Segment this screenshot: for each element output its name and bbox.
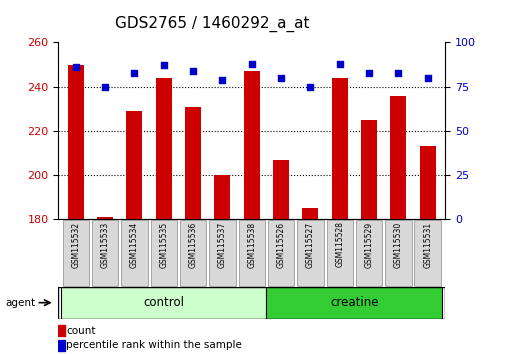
Text: GSM115530: GSM115530	[393, 222, 402, 268]
Point	[335, 61, 343, 67]
Text: GSM115534: GSM115534	[130, 222, 139, 268]
Bar	[301, 209, 318, 219]
Point	[101, 84, 109, 90]
Point	[423, 75, 431, 81]
Bar	[419, 147, 435, 219]
FancyBboxPatch shape	[150, 220, 177, 286]
Point	[218, 77, 226, 82]
Bar	[360, 120, 376, 219]
Bar	[68, 64, 84, 219]
Bar	[97, 217, 113, 219]
Bar	[389, 96, 406, 219]
Bar	[214, 175, 230, 219]
FancyBboxPatch shape	[326, 220, 352, 286]
FancyBboxPatch shape	[61, 287, 266, 319]
Text: GSM115535: GSM115535	[159, 222, 168, 268]
FancyBboxPatch shape	[209, 220, 235, 286]
FancyBboxPatch shape	[266, 287, 441, 319]
Text: percentile rank within the sample: percentile rank within the sample	[66, 341, 242, 350]
Point	[189, 68, 197, 74]
FancyBboxPatch shape	[92, 220, 118, 286]
FancyBboxPatch shape	[267, 220, 294, 286]
FancyBboxPatch shape	[238, 220, 265, 286]
Text: GSM115536: GSM115536	[188, 222, 197, 268]
FancyBboxPatch shape	[355, 220, 381, 286]
Text: count: count	[66, 326, 95, 336]
FancyBboxPatch shape	[63, 220, 89, 286]
Bar	[58, 340, 65, 351]
Text: GSM115532: GSM115532	[71, 222, 80, 268]
Text: creatine: creatine	[329, 296, 378, 309]
Text: GSM115528: GSM115528	[334, 222, 343, 268]
Text: GSM115533: GSM115533	[100, 222, 110, 268]
Text: GSM115526: GSM115526	[276, 222, 285, 268]
FancyBboxPatch shape	[180, 220, 206, 286]
Text: GSM115531: GSM115531	[422, 222, 431, 268]
FancyBboxPatch shape	[296, 220, 323, 286]
Text: GSM115537: GSM115537	[218, 222, 226, 268]
Text: agent: agent	[5, 298, 35, 308]
Bar	[126, 111, 142, 219]
Point	[364, 70, 372, 75]
Bar	[243, 71, 259, 219]
FancyBboxPatch shape	[414, 220, 440, 286]
Text: control: control	[143, 296, 184, 309]
Point	[247, 61, 256, 67]
Bar	[185, 107, 201, 219]
Point	[393, 70, 401, 75]
Point	[276, 75, 284, 81]
FancyBboxPatch shape	[121, 220, 147, 286]
Text: GSM115538: GSM115538	[247, 222, 256, 268]
Text: GDS2765 / 1460292_a_at: GDS2765 / 1460292_a_at	[115, 16, 309, 32]
Bar	[58, 325, 65, 336]
Point	[130, 70, 138, 75]
Bar	[156, 78, 172, 219]
Point	[160, 63, 168, 68]
FancyBboxPatch shape	[384, 220, 411, 286]
Point	[306, 84, 314, 90]
Text: GSM115527: GSM115527	[306, 222, 314, 268]
Text: GSM115529: GSM115529	[364, 222, 373, 268]
Bar	[331, 78, 347, 219]
Point	[72, 64, 80, 70]
Bar	[273, 160, 288, 219]
